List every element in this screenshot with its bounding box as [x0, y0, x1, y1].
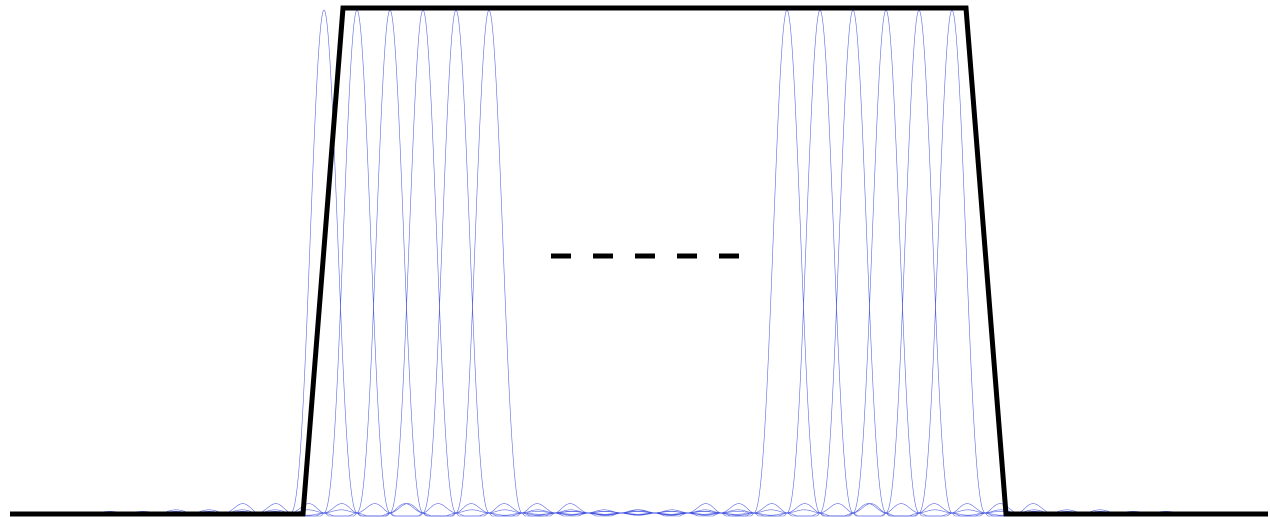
subcarrier-sinc-7	[526, 9, 1048, 517]
subcarrier-sinc-3	[129, 9, 651, 517]
subcarrier-sinc-10	[625, 9, 1147, 517]
subcarrier-sinc-12	[691, 9, 1213, 517]
subcarrier-sinc-5	[195, 9, 717, 517]
subcarrier-sinc-4	[162, 9, 684, 517]
subcarrier-sinc-9	[592, 9, 1114, 517]
subcarrier-sinc-curves	[63, 9, 1213, 517]
subcarrier-sinc-11	[658, 9, 1180, 517]
spectrum-envelope	[10, 5, 1268, 517]
subcarrier-sinc-2	[96, 9, 618, 517]
